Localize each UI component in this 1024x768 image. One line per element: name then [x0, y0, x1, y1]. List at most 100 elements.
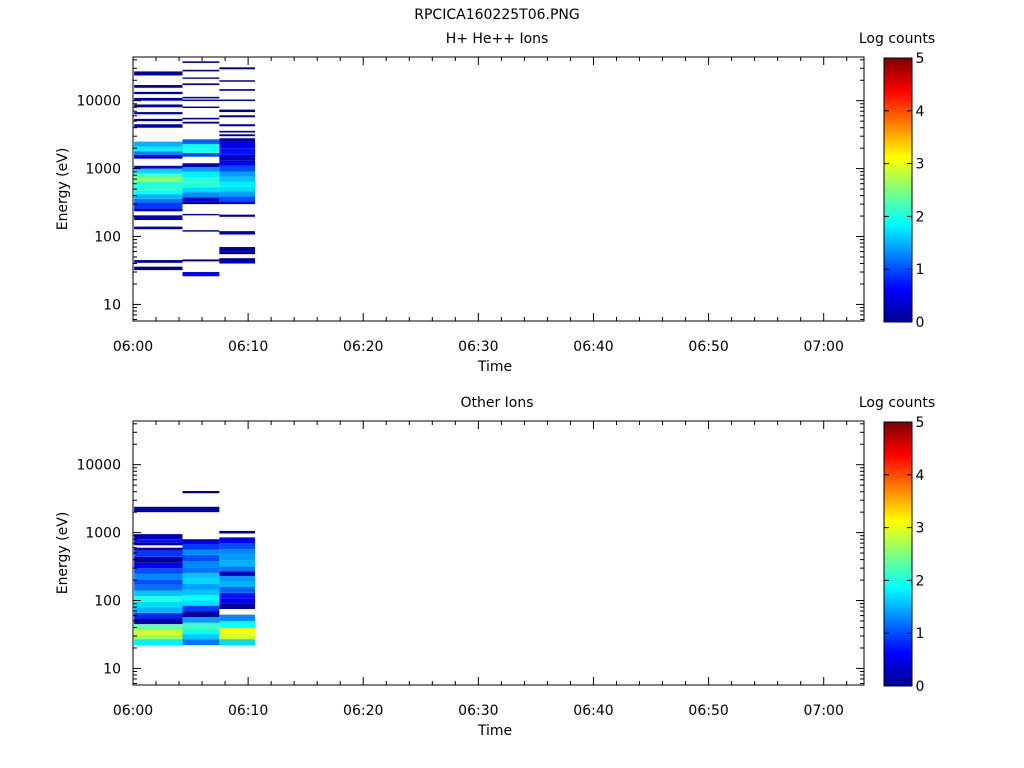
- heatmap-cell: [219, 115, 256, 118]
- heatmap-cell: [134, 550, 183, 557]
- y-tick-label: 100: [94, 594, 121, 610]
- heatmap-cell: [134, 624, 183, 630]
- heatmap-cell: [219, 571, 256, 576]
- heatmap-cell: [219, 165, 256, 172]
- heatmap-cell: [134, 573, 183, 580]
- heatmap-cell: [219, 530, 256, 534]
- heatmap-cell: [182, 600, 220, 606]
- heatmap-cell: [134, 542, 183, 546]
- heatmap-cell: [182, 106, 220, 109]
- x-tick-label: 06:20: [343, 703, 383, 719]
- heatmap-cell: [219, 627, 256, 635]
- heatmap-cell: [219, 251, 256, 255]
- heatmap-cell: [134, 590, 183, 597]
- heatmap-cell: [219, 554, 256, 561]
- heatmap-cell: [219, 186, 256, 192]
- heatmap-cell: [182, 272, 220, 277]
- heatmap-cell: [134, 177, 183, 182]
- heatmap-cell: [134, 534, 183, 540]
- heatmap-cell: [219, 560, 256, 567]
- heatmap-cell: [182, 187, 220, 193]
- heatmap-cell: [134, 185, 183, 191]
- heatmap-cell: [182, 622, 220, 630]
- x-tick-label: 06:50: [688, 339, 728, 355]
- heatmap-cell: [134, 260, 183, 263]
- heatmap-cell: [134, 118, 183, 122]
- heatmap-cell: [219, 130, 256, 133]
- heatmap-cell: [134, 226, 183, 230]
- y-tick-label: 10: [103, 297, 121, 313]
- axes: 06:00 06:10 06:20 06:30 06:40 06:50 07:00 10 100…: [76, 421, 864, 719]
- heatmap-cell: [219, 154, 256, 161]
- x-tick-label: 06:10: [228, 703, 268, 719]
- heatmap-cell: [134, 181, 183, 186]
- heatmap-cell: [134, 506, 183, 513]
- heatmap-cell: [134, 151, 183, 155]
- heatmap-cell: [182, 595, 220, 601]
- heatmap-cell: [219, 214, 256, 217]
- heatmap-cell: [182, 192, 220, 198]
- heatmap-cell: [134, 71, 183, 76]
- heatmap-cell: [219, 543, 256, 550]
- heatmap-cell: [182, 96, 220, 99]
- x-axis-label: Time: [477, 359, 512, 375]
- colorbar-tick-label: 4: [916, 468, 925, 484]
- heatmap-cell: [182, 163, 220, 168]
- heatmap-cell: [219, 138, 256, 142]
- colorbar-tick-label: 5: [916, 51, 925, 67]
- panel-other-ions: Other Ions 06:00 06:10 06:20 06:30 06:40 06:5…: [55, 395, 935, 739]
- heatmap-cell: [219, 598, 256, 604]
- heatmap-cell: [182, 213, 220, 216]
- heatmap-cell: [134, 202, 183, 209]
- colorbar-tick-label: 3: [916, 157, 925, 173]
- heatmap-cell: [219, 247, 256, 252]
- heatmap-cell: [134, 168, 183, 174]
- y-axis-label: Energy (eV): [55, 512, 71, 595]
- heatmap-cell: [182, 61, 220, 63]
- heatmap-cell: [134, 556, 183, 563]
- colorbar: Log counts 0 1 2 3 4 5: [859, 31, 935, 331]
- panel-title: Other Ions: [460, 395, 533, 411]
- colorbar-ticks: 0 1 2 3 4 5: [884, 51, 925, 331]
- x-tick-label: 06:20: [343, 339, 383, 355]
- x-tick-label: 07:00: [804, 339, 844, 355]
- x-tick-label: 06:50: [688, 703, 728, 719]
- heatmap-cell: [219, 181, 256, 187]
- x-tick-label: 06:30: [458, 339, 498, 355]
- heatmap-cell: [219, 537, 256, 544]
- x-tick-label: 06:30: [458, 703, 498, 719]
- heatmap-cell: [134, 584, 183, 591]
- x-tick-label: 06:40: [573, 339, 613, 355]
- heatmap-cell: [182, 554, 220, 562]
- heatmap-cell: [134, 190, 183, 195]
- heatmap-cell: [182, 144, 220, 149]
- heatmap-cell: [219, 201, 256, 205]
- heatmap-cell: [182, 152, 220, 157]
- heatmap-cell: [134, 568, 183, 574]
- x-tick-label: 06:00: [113, 703, 153, 719]
- heatmap-cell: [182, 617, 220, 623]
- x-tick-label: 07:00: [804, 703, 844, 719]
- colorbar-label: Log counts: [859, 395, 935, 411]
- colorbar-tick-label: 2: [916, 209, 925, 225]
- heatmap-cell: [182, 629, 220, 635]
- heatmap-cell: [182, 69, 220, 72]
- heatmap-cell: [219, 67, 256, 70]
- heatmap-cell: [219, 639, 256, 646]
- heatmap-cell: [134, 562, 183, 569]
- heatmap-cell: [219, 171, 256, 177]
- figure-title: RPCICA160225T06.PNG: [414, 7, 579, 23]
- heatmap-cell: [219, 176, 256, 182]
- colorbar-tick-label: 3: [916, 521, 925, 537]
- heatmap-cell: [134, 146, 183, 152]
- heatmap-cell: [134, 547, 183, 551]
- colorbar-tick-label: 0: [916, 315, 925, 331]
- heatmap-cell: [182, 639, 220, 646]
- heatmap-cell: [134, 215, 183, 221]
- heatmap-cell: [134, 618, 183, 625]
- heatmap-cell: [134, 629, 183, 636]
- heatmap-cell: [182, 539, 220, 544]
- y-axis-label: Energy (eV): [55, 148, 71, 231]
- heatmap-cell: [134, 85, 183, 88]
- heatmap-cell: [182, 506, 220, 513]
